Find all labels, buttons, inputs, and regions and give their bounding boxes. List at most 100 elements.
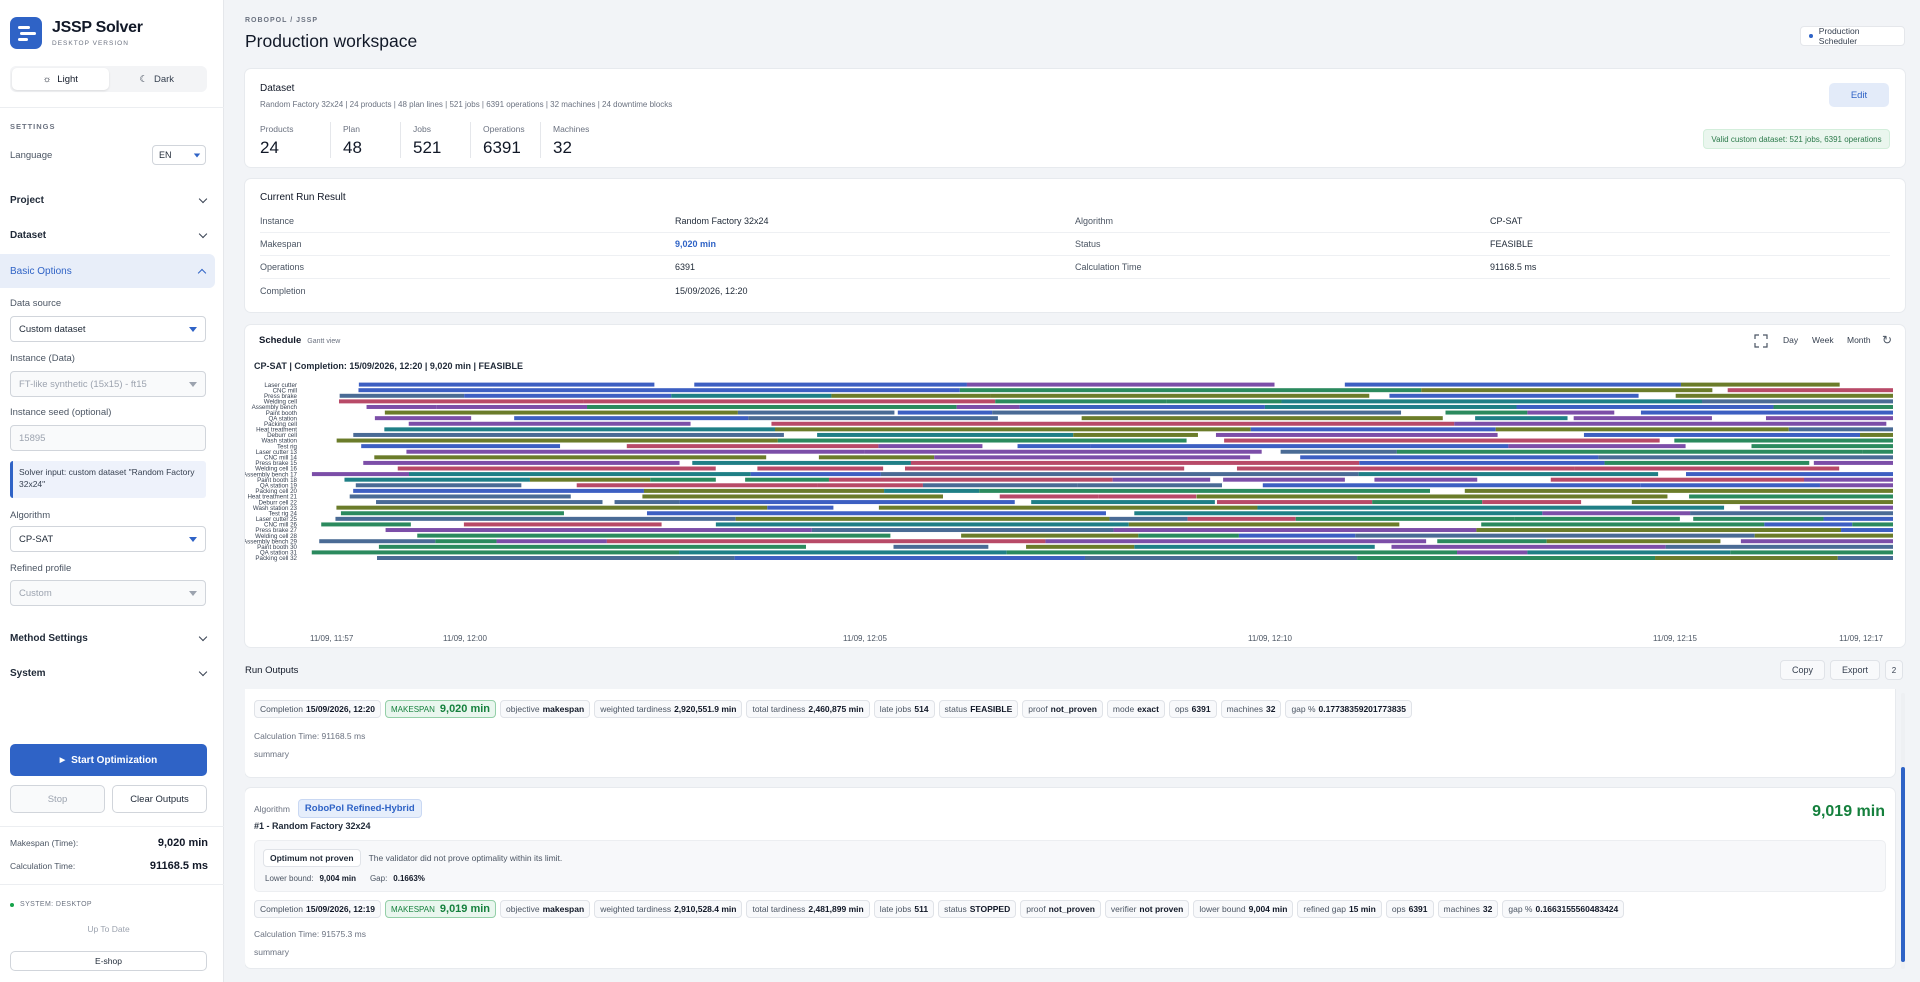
gantt-bar[interactable] bbox=[1550, 477, 1805, 482]
gantt-bar[interactable] bbox=[436, 404, 588, 409]
gantt-bar[interactable] bbox=[750, 472, 881, 477]
gantt-bar[interactable] bbox=[1138, 533, 1239, 538]
gantt-bar[interactable] bbox=[831, 393, 991, 398]
gantt-bar[interactable] bbox=[408, 421, 691, 426]
gantt-bar[interactable] bbox=[496, 539, 607, 544]
stop-button[interactable]: Stop bbox=[10, 785, 105, 813]
gantt-bar[interactable] bbox=[1109, 516, 1188, 521]
outputs-scrollbar[interactable] bbox=[1901, 693, 1905, 969]
gantt-bar[interactable] bbox=[1765, 416, 1893, 421]
gantt-bar[interactable] bbox=[339, 393, 465, 398]
section-method-settings[interactable]: Method Settings bbox=[0, 621, 216, 655]
fullscreen-icon[interactable] bbox=[1754, 334, 1768, 348]
gantt-bar[interactable] bbox=[1006, 550, 1458, 555]
gantt-bar[interactable] bbox=[646, 511, 1106, 516]
gantt-bar[interactable] bbox=[614, 500, 680, 505]
gantt-bar[interactable] bbox=[1693, 516, 1824, 521]
gantt-bar[interactable] bbox=[1527, 550, 1731, 555]
gantt-bar[interactable] bbox=[626, 444, 879, 449]
gantt-bar[interactable] bbox=[910, 460, 1360, 465]
data-source-select[interactable]: Custom dataset bbox=[10, 316, 206, 342]
gantt-bar[interactable] bbox=[358, 388, 493, 393]
gantt-bar[interactable] bbox=[1236, 466, 1575, 471]
gantt-bar[interactable] bbox=[1804, 477, 1893, 482]
gantt-bar[interactable] bbox=[893, 544, 989, 549]
gantt-bar[interactable] bbox=[1685, 472, 1893, 477]
gantt-bar[interactable] bbox=[956, 404, 1020, 409]
gantt-bar[interactable] bbox=[1841, 528, 1893, 533]
gantt-bar[interactable] bbox=[1665, 544, 1893, 549]
gantt-bar[interactable] bbox=[1187, 516, 1296, 521]
gantt-bar[interactable] bbox=[1026, 544, 1135, 549]
gantt-bar[interactable] bbox=[1837, 556, 1893, 560]
instance-select[interactable]: FT-like synthetic (15x15) - ft15 bbox=[10, 371, 206, 397]
refresh-icon[interactable]: ↻ bbox=[1882, 333, 1893, 347]
gantt-bar[interactable] bbox=[745, 477, 829, 482]
section-dataset[interactable]: Dataset bbox=[0, 218, 216, 252]
gantt-bar[interactable] bbox=[1701, 399, 1893, 404]
gantt-bar[interactable] bbox=[335, 516, 736, 521]
gantt-bar[interactable] bbox=[1077, 483, 1222, 488]
gantt-bar[interactable] bbox=[1574, 466, 1840, 471]
gantt-bar[interactable] bbox=[576, 483, 818, 488]
gantt-bar[interactable] bbox=[1542, 511, 1691, 516]
gantt-bar[interactable] bbox=[1223, 477, 1345, 482]
gantt-bar[interactable] bbox=[1031, 500, 1215, 505]
gantt-bar[interactable] bbox=[1295, 516, 1515, 521]
gantt-bar[interactable] bbox=[1166, 399, 1282, 404]
gantt-bar[interactable] bbox=[376, 500, 603, 505]
gantt-bar[interactable] bbox=[897, 410, 993, 415]
gantt-bar[interactable] bbox=[1090, 444, 1509, 449]
gantt-bar[interactable] bbox=[1730, 550, 1893, 555]
outputs-scroll-area[interactable]: Completion 15/09/2026, 12:20 MAKESPAN 9,020… bbox=[245, 689, 1905, 969]
gantt-bar[interactable] bbox=[1098, 494, 1197, 499]
gantt-bar[interactable] bbox=[1476, 528, 1842, 533]
gantt-bar[interactable] bbox=[384, 410, 738, 415]
gantt-bar[interactable] bbox=[1823, 516, 1893, 521]
gantt-bar[interactable] bbox=[734, 556, 1085, 560]
copy-button[interactable]: Copy bbox=[1780, 660, 1825, 680]
clear-outputs-button[interactable]: Clear Outputs bbox=[112, 785, 207, 813]
export-button[interactable]: Export bbox=[1830, 660, 1880, 680]
gantt-bar[interactable] bbox=[1280, 449, 1397, 454]
gantt-bar[interactable] bbox=[1482, 500, 1582, 505]
gantt-bar[interactable] bbox=[757, 466, 884, 471]
view-week-button[interactable]: Week bbox=[1812, 335, 1834, 345]
gantt-bar[interactable] bbox=[1113, 528, 1477, 533]
gantt-bar[interactable] bbox=[1527, 410, 1615, 415]
gantt-bar[interactable] bbox=[1862, 449, 1893, 454]
gantt-bar[interactable] bbox=[811, 528, 1114, 533]
gantt-bar[interactable] bbox=[374, 416, 472, 421]
gantt-bar[interactable] bbox=[1739, 505, 1893, 510]
gantt-bar[interactable] bbox=[767, 505, 834, 510]
gantt-bar[interactable] bbox=[1680, 382, 1840, 387]
seed-input[interactable]: 15895 bbox=[10, 425, 206, 451]
gantt-bar[interactable] bbox=[679, 500, 1015, 505]
gantt-bar[interactable] bbox=[1019, 404, 1265, 409]
gantt-bar[interactable] bbox=[817, 483, 923, 488]
gantt-bar[interactable] bbox=[1112, 477, 1211, 482]
gantt-bar[interactable] bbox=[1359, 460, 1605, 465]
gantt-bar[interactable] bbox=[1238, 533, 1356, 538]
language-select[interactable]: EN bbox=[152, 145, 206, 165]
gantt-bar[interactable] bbox=[397, 466, 716, 471]
gantt-bar[interactable] bbox=[583, 399, 996, 404]
gantt-bar[interactable] bbox=[1860, 432, 1893, 437]
gantt-bar[interactable] bbox=[1017, 444, 1091, 449]
gantt-bar[interactable] bbox=[1437, 539, 1547, 544]
gantt-bar[interactable] bbox=[694, 382, 967, 387]
gantt-bar[interactable] bbox=[1134, 544, 1375, 549]
gantt-bar[interactable] bbox=[992, 410, 1402, 415]
gantt-bar[interactable] bbox=[1754, 533, 1893, 538]
gantt-bar[interactable] bbox=[990, 393, 1370, 398]
gantt-bar[interactable] bbox=[715, 522, 1129, 527]
gantt-bar[interactable] bbox=[1813, 460, 1893, 465]
gantt-bar[interactable] bbox=[514, 416, 749, 421]
gantt-bar[interactable] bbox=[1674, 438, 1893, 443]
gantt-bar[interactable] bbox=[1640, 483, 1820, 488]
gantt-bar[interactable] bbox=[1495, 427, 1789, 432]
gantt-bar[interactable] bbox=[878, 505, 1258, 510]
gantt-bar[interactable] bbox=[1516, 404, 1774, 409]
gantt-bar[interactable] bbox=[1631, 500, 1893, 505]
gantt-bar[interactable] bbox=[642, 494, 944, 499]
